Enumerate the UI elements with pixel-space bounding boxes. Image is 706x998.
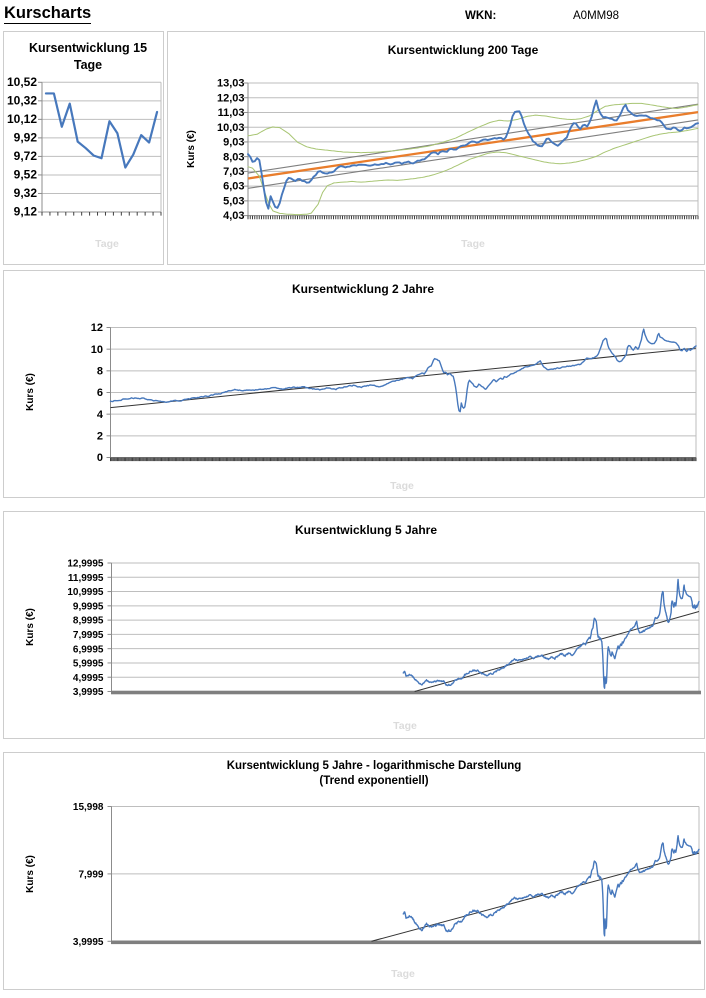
trend-line bbox=[247, 111, 699, 180]
line-chart-200-tage: 13,03 12,03 11,03 10,03 9,03 8,03 7,03 6,03 5,03… bbox=[217, 78, 699, 222]
panel-kursentwicklung-2-jahre: Kursentwicklung 2 Jahre Kurs (€) 12 10 8 6 4… bbox=[3, 270, 705, 498]
y-tick-label: 12 bbox=[91, 322, 103, 334]
trend-line bbox=[110, 347, 697, 409]
price-line bbox=[402, 578, 700, 689]
price-line bbox=[247, 99, 699, 210]
trend-line bbox=[371, 852, 700, 942]
y-tick-label: 4,9995 bbox=[73, 673, 104, 684]
y-tick-label: 9,03 bbox=[223, 137, 244, 149]
x-axis-title: Tage bbox=[461, 238, 485, 250]
y-tick-label: 9,72 bbox=[14, 149, 38, 163]
price-line bbox=[44, 92, 159, 169]
chart-title: Kursentwicklung 5 Jahre bbox=[294, 523, 438, 537]
y-tick-label: 15,998 bbox=[73, 802, 104, 813]
y-tick-label: 8 bbox=[97, 365, 103, 377]
wkn-value: A0MM98 bbox=[573, 10, 620, 22]
chart-title: Kursentwicklung 5 Jahre - logarithmische… bbox=[226, 760, 522, 787]
y-tick-label: 8,9995 bbox=[73, 616, 104, 627]
y-tick-label: 3,9995 bbox=[73, 937, 104, 948]
y-tick-label: 6,9995 bbox=[73, 644, 104, 655]
panel-kursentwicklung-15-tage: Kursentwicklung 15 Tage 10,52 10,32 10,12 9… bbox=[3, 31, 164, 265]
y-tick-label: 5,03 bbox=[223, 195, 244, 207]
y-tick-label: 11,03 bbox=[218, 107, 245, 119]
y-tick-label: 10,9995 bbox=[67, 587, 104, 598]
chart-title: Kursentwicklung 15 Tage bbox=[28, 41, 148, 72]
y-tick-label: 10,32 bbox=[7, 93, 37, 107]
y-tick-label: 12,03 bbox=[217, 92, 245, 104]
trend-line bbox=[247, 119, 699, 189]
x-axis-title: Tage bbox=[393, 720, 417, 732]
line-chart-5-jahre-log: 15,998 7,999 3,9995 bbox=[73, 802, 701, 948]
y-tick-label: 12,9995 bbox=[67, 559, 104, 570]
y-tick-label: 10,52 bbox=[7, 75, 37, 89]
x-axis-title: Tage bbox=[95, 238, 119, 250]
y-tick-label: 7,03 bbox=[223, 166, 244, 178]
line-chart-2-jahre: 12 10 8 6 4 2 0 bbox=[91, 322, 697, 464]
y-tick-label: 6,03 bbox=[223, 181, 244, 193]
panel-kursentwicklung-5-jahre-log: Kursentwicklung 5 Jahre - logarithmische… bbox=[3, 752, 705, 990]
y-tick-label: 5,9995 bbox=[73, 659, 104, 670]
x-axis-baseline bbox=[111, 690, 701, 695]
x-axis-title: Tage bbox=[390, 480, 414, 492]
y-tick-label: 3,9995 bbox=[73, 687, 104, 698]
y-tick-label: 2 bbox=[97, 430, 103, 442]
y-tick-label: 7,9995 bbox=[73, 630, 104, 641]
panel-kursentwicklung-5-jahre: Kursentwicklung 5 Jahre Kurs (€) 12,9995… bbox=[3, 511, 705, 739]
y-tick-label: 10 bbox=[91, 344, 103, 356]
y-tick-label: 11,9995 bbox=[68, 573, 104, 584]
y-tick-label: 9,92 bbox=[14, 130, 38, 144]
y-tick-label: 4 bbox=[97, 409, 104, 421]
price-line bbox=[402, 834, 700, 937]
x-axis-title: Tage bbox=[391, 968, 415, 980]
y-tick-label: 13,03 bbox=[217, 78, 245, 90]
band-line bbox=[247, 102, 699, 154]
y-tick-label: 10,12 bbox=[7, 112, 37, 126]
y-tick-label: 9,32 bbox=[14, 186, 38, 200]
wkn-label: WKN: bbox=[465, 10, 497, 22]
y-tick-label: 9,12 bbox=[14, 205, 38, 219]
panel-kursentwicklung-200-tage: Kursentwicklung 200 Tage Kurs (€) 13,03 1… bbox=[167, 31, 705, 265]
line-chart-5-jahre: 12,9995 11,9995 10,9995 9,9995 8,9995 7,9995 6… bbox=[67, 559, 701, 698]
line-chart-15-tage: 10,52 10,32 10,12 9,92 9,72 9,52 9,32 9,12 bbox=[7, 75, 162, 219]
y-tick-label: 10,03 bbox=[217, 122, 245, 134]
price-line bbox=[109, 328, 697, 413]
chart-title: Kursentwicklung 2 Jahre bbox=[291, 282, 435, 296]
y-tick-label: 4,03 bbox=[223, 210, 244, 222]
y-tick-label: 6 bbox=[97, 387, 103, 399]
x-axis-baseline bbox=[111, 940, 701, 945]
y-tick-label: 7,999 bbox=[78, 870, 103, 881]
y-tick-label: 8,03 bbox=[223, 151, 244, 163]
chart-title: Kursentwicklung 200 Tage bbox=[387, 43, 539, 57]
band-line bbox=[247, 127, 699, 216]
page-title: Kurscharts bbox=[4, 4, 92, 24]
y-tick-label: 9,9995 bbox=[73, 601, 104, 612]
y-tick-label: 9,52 bbox=[14, 168, 38, 182]
y-tick-label: 0 bbox=[97, 452, 103, 464]
trend-line bbox=[247, 103, 699, 174]
